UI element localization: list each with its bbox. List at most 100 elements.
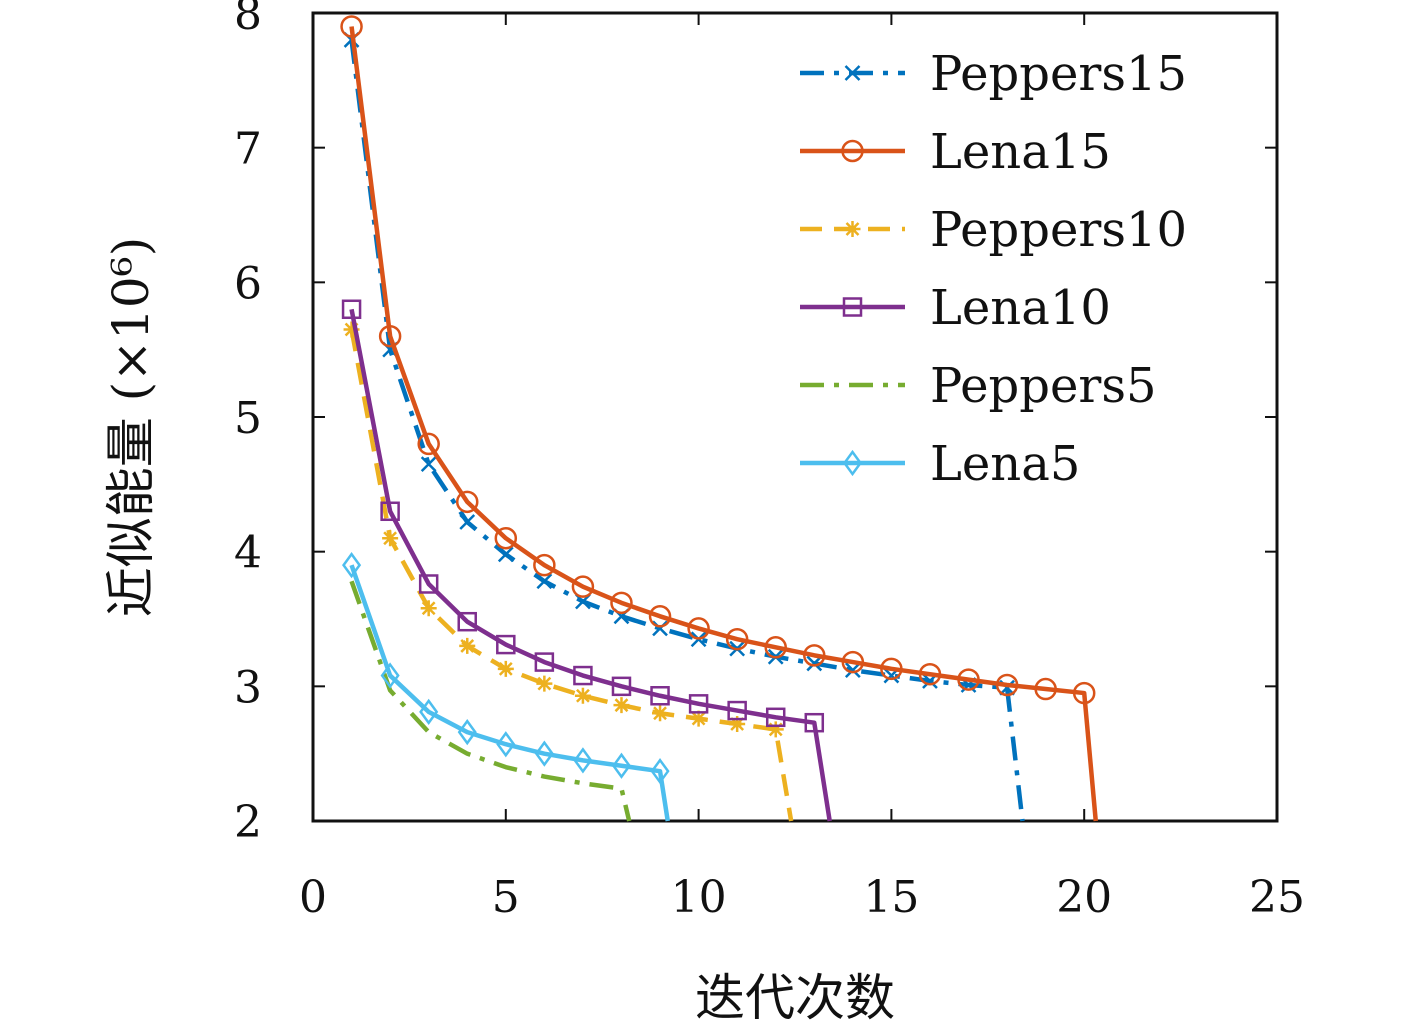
data-point-Lena15 — [687, 617, 710, 640]
legend-entry: Peppers5 — [800, 358, 1157, 414]
legend-marker — [844, 221, 861, 237]
data-point-Lena15 — [841, 650, 865, 674]
data-point-Lena15 — [918, 662, 942, 686]
data-point-Lena10 — [804, 712, 825, 733]
data-point-Lena10 — [457, 611, 477, 632]
data-point-Lena10 — [650, 686, 670, 706]
y-tick-label: 5 — [234, 393, 262, 444]
legend-entry: Peppers15 — [800, 46, 1187, 102]
data-point-Lena15 — [1072, 681, 1096, 705]
data-point-Lena15 — [378, 324, 402, 348]
data-point-Lena10 — [341, 299, 362, 320]
data-point-Peppers15 — [536, 573, 553, 590]
series-line-Lena5 — [349, 564, 670, 822]
x-tick-label: 15 — [863, 872, 919, 923]
legend-label: Lena15 — [930, 124, 1111, 180]
y-tick-label: 3 — [234, 662, 262, 713]
series-Peppers5 — [349, 580, 632, 822]
x-axis-title: 迭代次数 — [695, 969, 895, 1027]
y-axis-title: 近似能量 (×10⁶) — [102, 237, 160, 617]
series-Lena15 — [340, 15, 1099, 822]
data-point-Peppers15 — [420, 456, 437, 473]
series-Lena5 — [342, 552, 670, 822]
data-point-Peppers15 — [806, 655, 823, 672]
y-tick-label: 7 — [234, 124, 262, 175]
legend-label: Peppers5 — [930, 358, 1157, 414]
series-Peppers10 — [343, 321, 794, 822]
data-point-Lena15 — [648, 605, 672, 628]
data-point-Lena5 — [534, 740, 554, 767]
data-point-Lena5 — [573, 747, 593, 774]
data-point-Lena5 — [380, 662, 400, 689]
data-point-Peppers10 — [613, 697, 630, 714]
data-point-Lena10 — [611, 676, 632, 697]
data-point-Peppers10 — [690, 710, 707, 727]
legend: Peppers15 Lena15 Peppers10 Lena10 Peppers5 Le… — [800, 46, 1187, 492]
data-point-Lena15 — [571, 575, 595, 598]
series-line-Lena10 — [349, 308, 832, 822]
legend-label: Peppers15 — [930, 46, 1187, 102]
legend-label: Peppers10 — [930, 202, 1187, 258]
plot-frame — [311, 11, 1279, 823]
data-point-Peppers10 — [729, 716, 746, 733]
series-line-Lena15 — [349, 26, 1099, 822]
data-point-Peppers15 — [459, 514, 476, 530]
data-point-Lena5 — [457, 718, 477, 746]
data-point-Peppers10 — [497, 660, 514, 677]
series-line-Peppers10 — [349, 329, 794, 822]
data-point-Lena15 — [610, 591, 633, 615]
data-point-Peppers10 — [459, 637, 476, 654]
data-point-Peppers10 — [767, 721, 784, 738]
x-tick-label: 20 — [1056, 872, 1112, 923]
data-point-Lena10 — [688, 694, 709, 714]
data-point-Peppers10 — [420, 600, 437, 617]
x-tick-label: 10 — [671, 872, 727, 923]
legend-marker — [844, 65, 861, 81]
x-tick-label: 25 — [1249, 872, 1305, 923]
data-point-Lena15 — [880, 657, 903, 681]
data-point-Lena5 — [650, 758, 670, 785]
legend-entry: Lena10 — [800, 280, 1111, 336]
data-point-Lena10 — [727, 700, 747, 721]
y-tick-label: 8 — [234, 0, 262, 40]
data-point-Lena5 — [342, 552, 362, 579]
legend-marker — [842, 297, 863, 317]
y-tick-label: 6 — [234, 258, 262, 309]
data-point-Lena15 — [494, 526, 518, 550]
data-point-Lena10 — [496, 634, 516, 655]
legend-label: Lena10 — [930, 280, 1111, 336]
series-line-Peppers15 — [349, 39, 1025, 822]
data-point-Lena15 — [803, 644, 826, 667]
legend-marker — [842, 449, 863, 477]
data-point-Lena15 — [1034, 677, 1057, 701]
data-point-Lena5 — [611, 752, 632, 779]
data-point-Lena15 — [995, 673, 1019, 697]
data-point-Lena5 — [419, 698, 439, 726]
series-line-Peppers5 — [349, 580, 632, 822]
data-point-Lena10 — [573, 665, 593, 686]
data-point-Peppers15 — [497, 546, 514, 563]
data-point-Lena15 — [340, 15, 363, 38]
data-point-Lena10 — [380, 501, 400, 522]
data-point-Lena15 — [533, 553, 556, 577]
data-point-Lena15 — [957, 668, 980, 691]
series-layer — [340, 15, 1099, 822]
legend-label: Lena5 — [930, 436, 1080, 492]
data-point-Peppers10 — [536, 675, 553, 692]
legend-marker — [841, 139, 864, 163]
data-point-Peppers10 — [574, 687, 591, 704]
legend-entry: Lena5 — [800, 436, 1080, 492]
data-point-Lena15 — [764, 636, 787, 659]
data-point-Lena5 — [496, 731, 516, 758]
data-point-Lena15 — [455, 490, 479, 514]
data-point-Peppers10 — [343, 321, 360, 338]
x-tick-label: 5 — [492, 872, 520, 923]
data-point-Peppers10 — [652, 705, 669, 722]
data-point-Lena15 — [725, 627, 749, 651]
legend-entry: Peppers10 — [800, 202, 1187, 258]
x-tick-label: 0 — [299, 872, 327, 923]
data-point-Lena10 — [418, 574, 439, 594]
data-point-Lena10 — [765, 707, 786, 728]
legend-entry: Lena15 — [800, 124, 1111, 180]
